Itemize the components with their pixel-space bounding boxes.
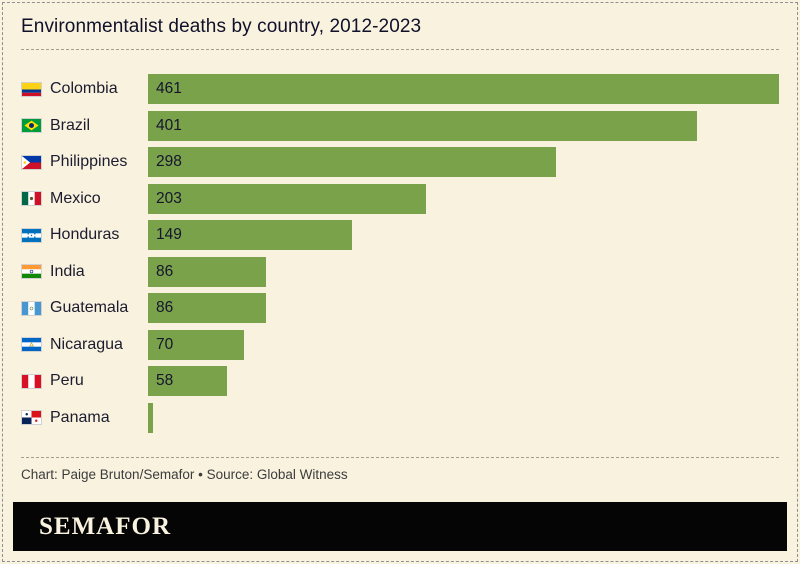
guatemala-flag-icon	[21, 300, 42, 316]
bar-value-label: 86	[156, 299, 174, 316]
peru-flag-icon	[21, 373, 42, 389]
value-bar: 461	[148, 74, 779, 104]
value-bar: 86	[148, 256, 266, 287]
bar-track: 203	[148, 183, 779, 214]
bar-value-label: 401	[156, 116, 182, 134]
bar-track: 86	[148, 256, 779, 287]
bar-chart: Colombia 461 Brazil 401 Philippines 298 Mexico…	[21, 74, 779, 433]
honduras-flag-icon	[21, 227, 42, 243]
bar-value-label: 70	[156, 335, 174, 353]
value-bar: 298	[148, 147, 556, 177]
country-label: Panama	[50, 408, 110, 426]
value-bar: 401	[148, 110, 697, 141]
country-label-cell: Panama	[21, 409, 148, 427]
chart-row: India 86	[21, 256, 779, 287]
bar-value-label: 86	[156, 262, 174, 280]
bar-track	[148, 402, 779, 433]
value-bar: 149	[148, 220, 352, 250]
philippines-flag-icon	[21, 154, 42, 170]
country-label: Honduras	[50, 226, 120, 243]
bar-track: 58	[148, 366, 779, 396]
bar-value-label: 203	[156, 189, 182, 207]
country-label-cell: Colombia	[21, 80, 148, 98]
title-divider	[21, 49, 779, 50]
country-label-cell: Honduras	[21, 226, 148, 244]
chart-row: Peru 58	[21, 366, 779, 396]
bar-value-label: 58	[156, 372, 174, 389]
chart-credit: Chart: Paige Bruton/Semafor • Source: Gl…	[21, 467, 348, 482]
chart-row: Panama	[21, 402, 779, 433]
chart-row: Colombia 461	[21, 74, 779, 104]
semafor-logo: SEMAFOR	[39, 512, 171, 540]
country-label: India	[50, 262, 85, 280]
bar-track: 461	[148, 74, 779, 104]
chart-row: Nicaragua 70	[21, 329, 779, 360]
country-label: Mexico	[50, 189, 101, 207]
bar-track: 401	[148, 110, 779, 141]
bar-value-label: 149	[156, 226, 182, 243]
country-label: Philippines	[50, 153, 128, 170]
mexico-flag-icon	[21, 191, 42, 206]
country-label-cell: Philippines	[21, 153, 148, 171]
chart-row: Guatemala 86	[21, 293, 779, 323]
chart-row: Brazil 401	[21, 110, 779, 141]
country-label: Colombia	[50, 80, 118, 97]
bar-value-label: 461	[156, 80, 182, 97]
bar-track: 298	[148, 147, 779, 177]
nicaragua-flag-icon	[21, 337, 42, 352]
chart-row: Mexico 203	[21, 183, 779, 214]
country-label: Nicaragua	[50, 335, 123, 353]
value-bar	[148, 402, 154, 433]
country-label-cell: Guatemala	[21, 299, 148, 317]
bar-track: 149	[148, 220, 779, 250]
semafor-logo-bar: SEMAFOR	[13, 502, 787, 551]
country-label: Brazil	[50, 116, 91, 134]
india-flag-icon	[21, 264, 42, 279]
country-label: Guatemala	[50, 299, 129, 316]
country-label-cell: Mexico	[21, 190, 148, 208]
panama-flag-icon	[21, 410, 42, 425]
brazil-flag-icon	[21, 118, 42, 133]
colombia-flag-icon	[21, 81, 42, 97]
country-label-cell: India	[21, 263, 148, 281]
chart-row: Philippines 298	[21, 147, 779, 177]
value-bar: 58	[148, 366, 228, 396]
bar-track: 70	[148, 329, 779, 360]
bar-value-label: 298	[156, 153, 182, 170]
footer-divider	[21, 457, 779, 458]
country-label: Peru	[50, 372, 84, 389]
country-label-cell: Nicaragua	[21, 336, 148, 354]
value-bar: 203	[148, 183, 426, 214]
value-bar: 70	[148, 329, 244, 360]
chart-title: Environmentalist deaths by country, 2012…	[21, 16, 422, 37]
country-label-cell: Peru	[21, 372, 148, 390]
value-bar: 86	[148, 293, 266, 323]
bar-track: 86	[148, 293, 779, 323]
country-label-cell: Brazil	[21, 117, 148, 135]
chart-row: Honduras 149	[21, 220, 779, 250]
